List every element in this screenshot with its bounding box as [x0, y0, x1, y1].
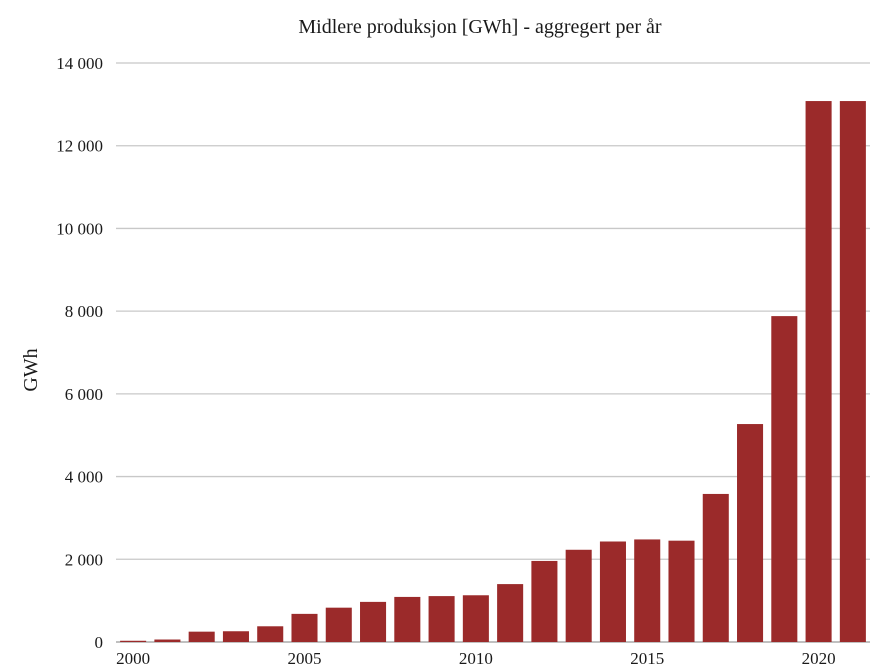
bar-2005: [291, 613, 318, 642]
x-tick-label: 2005: [288, 649, 322, 668]
x-tick-label: 2000: [116, 649, 150, 668]
y-tick-label: 0: [95, 633, 104, 652]
bar-2002: [188, 631, 215, 642]
bar-2011: [497, 584, 524, 642]
bar-2003: [222, 631, 249, 642]
bar-2010: [462, 595, 489, 642]
y-tick-labels: 0 2 000 4 000 6 000 8 000 10 000 12 000 14 000: [56, 54, 103, 652]
bar-2021: [839, 101, 866, 642]
y-tick-label: 2 000: [65, 550, 103, 569]
bar-2009: [428, 596, 455, 642]
y-tick-label: 12 000: [56, 137, 103, 156]
bar-2001: [154, 639, 181, 642]
bar-2016: [668, 540, 695, 642]
bar-2008: [394, 596, 421, 642]
bar-2018: [737, 424, 764, 642]
x-tick-labels: 2000 2005 2010 2015 2020: [116, 649, 835, 668]
bar-2000: [120, 640, 147, 642]
bar-2017: [702, 493, 729, 642]
bar-2007: [360, 601, 387, 642]
y-tick-label: 10 000: [56, 219, 103, 238]
bars: [120, 101, 866, 642]
bar-2014: [599, 541, 626, 642]
y-tick-label: 6 000: [65, 385, 103, 404]
bar-2015: [634, 539, 661, 642]
x-tick-label: 2020: [802, 649, 836, 668]
bar-2004: [257, 626, 284, 642]
y-tick-label: 4 000: [65, 468, 103, 487]
chart-title: Midlere produksjon [GWh] - aggregert per…: [298, 16, 662, 38]
x-tick-label: 2010: [459, 649, 493, 668]
bar-2019: [771, 316, 798, 642]
bar-2020: [805, 101, 832, 642]
x-tick-label: 2015: [630, 649, 664, 668]
bar-2013: [565, 549, 592, 642]
bar-2006: [325, 607, 352, 642]
y-tick-label: 14 000: [56, 54, 103, 73]
y-tick-label: 8 000: [65, 302, 103, 321]
bar-2012: [531, 560, 558, 642]
